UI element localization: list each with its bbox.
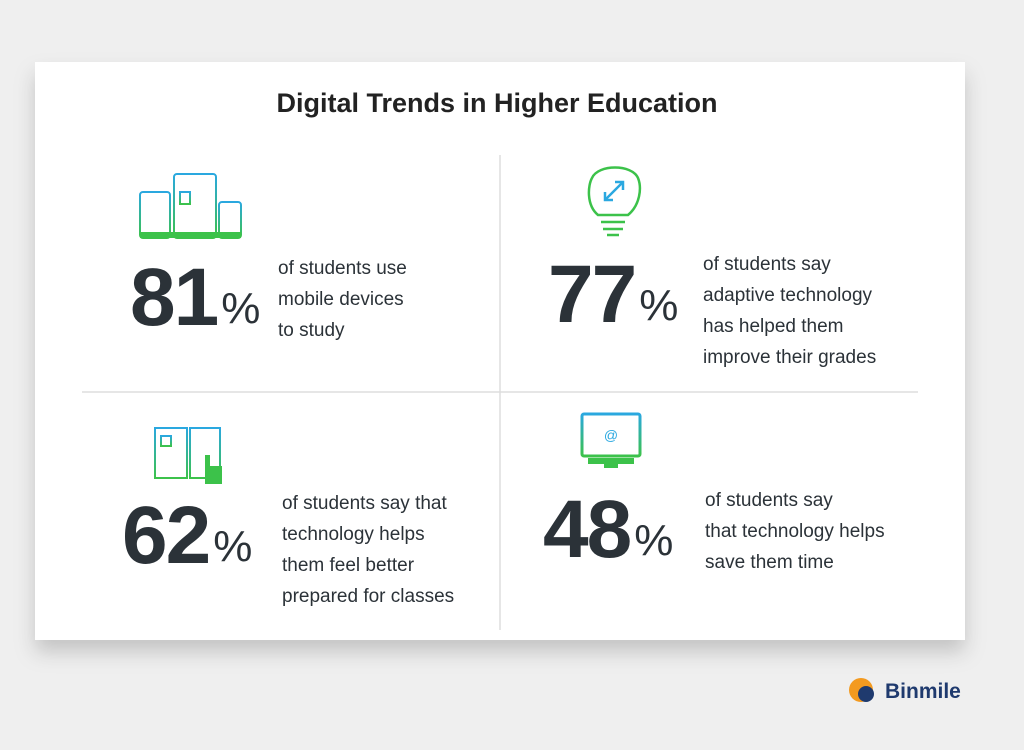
stat-description: adaptive technology (703, 285, 873, 306)
stat-unit: % (213, 522, 252, 571)
stat-value: 77 (548, 249, 635, 340)
svg-text:@: @ (604, 427, 618, 443)
stat-description: that technology helps (705, 521, 885, 542)
stat-description: save them time (705, 552, 834, 573)
stat-description: has helped them (703, 316, 844, 337)
monitor-icon: @ (580, 412, 642, 468)
stat-description: of students say (703, 254, 831, 275)
stat-unit: % (634, 516, 673, 565)
stat-value: 48 (543, 484, 631, 575)
stat-description: prepared for classes (282, 586, 454, 607)
stat-unit: % (221, 284, 260, 333)
stat-description: of students say that (282, 493, 447, 514)
stat-description: of students use (278, 258, 407, 279)
stat-value: 62 (122, 490, 209, 581)
bulb-icon (587, 166, 642, 237)
stat-unit: % (639, 281, 678, 330)
book-icon (154, 427, 222, 484)
title: Digital Trends in Higher Education (276, 88, 717, 118)
stat-value: 81 (130, 252, 218, 343)
stat-description: improve their grades (703, 347, 876, 368)
stat-description: to study (278, 320, 345, 341)
stat-description: technology helps (282, 524, 425, 545)
stat-description: them feel better (282, 555, 415, 576)
devices-icon (139, 173, 242, 239)
brand-logo (849, 678, 874, 702)
stat-description: of students say (705, 490, 833, 511)
brand-name: Binmile (885, 680, 961, 703)
stat-description: mobile devices (278, 289, 404, 310)
